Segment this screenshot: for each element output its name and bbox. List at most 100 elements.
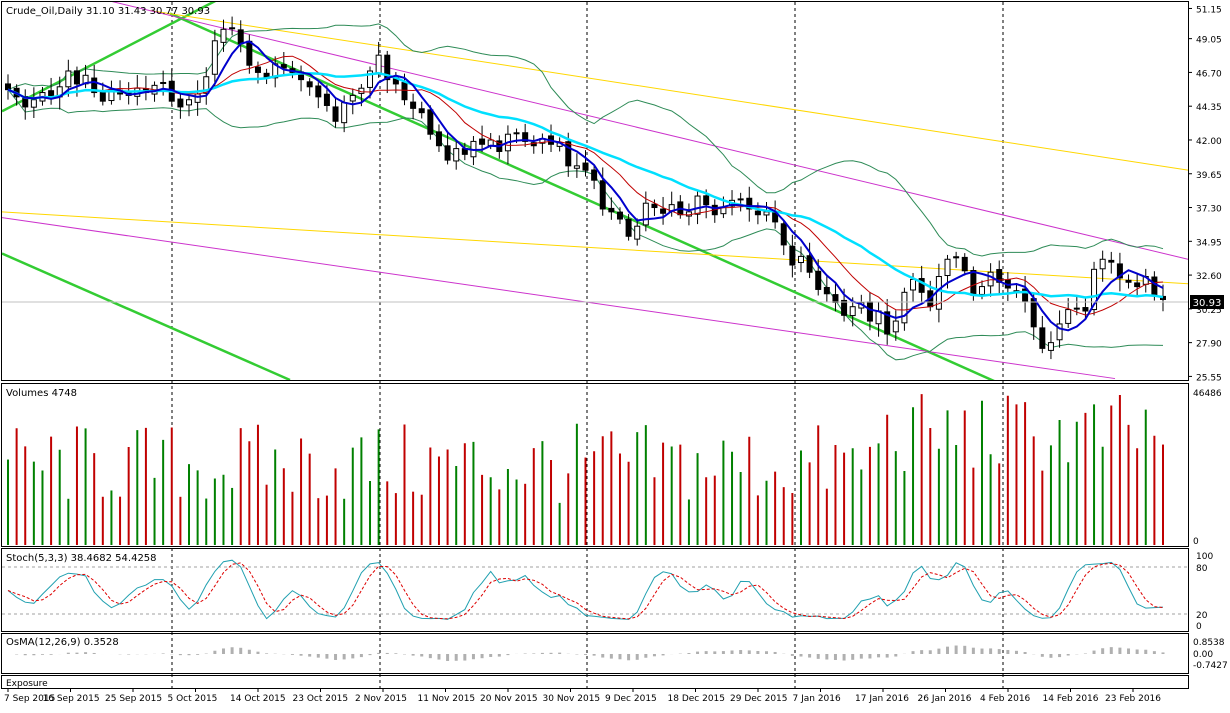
price-tick-label: 44.35 [1196, 103, 1222, 113]
price-tick-label: 37.30 [1196, 205, 1222, 215]
candle-body [746, 197, 753, 210]
exposure-panel-frame [1, 675, 1189, 689]
candle-body [573, 165, 580, 169]
trend-line-yellow-upper [149, 10, 1188, 171]
candle-body [599, 180, 606, 210]
candle-body [754, 210, 761, 216]
candle-body [625, 218, 632, 237]
candle-body [953, 256, 960, 259]
candle-body [160, 81, 167, 84]
candle-body [479, 138, 486, 145]
osma-panel-frame [1, 633, 1189, 674]
candle-body [634, 225, 641, 240]
date-tick-label: 29 Dec 2015 [730, 694, 788, 704]
bollinger-upper [7, 23, 1164, 257]
candle-body [961, 256, 968, 272]
date-tick-label: 25 Sep 2015 [105, 694, 162, 704]
price-tick-label: 42.00 [1196, 137, 1222, 147]
candle-body [91, 77, 98, 94]
date-tick-label: 20 Nov 2015 [480, 694, 538, 704]
candle-body [582, 162, 589, 171]
candle-body [1056, 323, 1063, 341]
candle-body [237, 29, 244, 45]
candle-body [401, 82, 408, 101]
candle-body [254, 66, 261, 73]
candle-body [203, 76, 210, 94]
candle-body [1065, 309, 1072, 324]
osma-label: OsMA(12,26,9) 0.3528 [6, 637, 119, 648]
candle-body [177, 98, 184, 108]
volume-label: Volumes 4748 [6, 388, 77, 399]
candle-body [73, 70, 80, 85]
volume-min-label: 0 [1193, 537, 1199, 547]
candle-body [315, 85, 322, 98]
stoch-tick-100: 100 [1196, 552, 1213, 562]
candle-body [789, 245, 796, 266]
candle-body [349, 94, 356, 102]
candle-body [616, 211, 623, 220]
candle-body [815, 270, 822, 290]
stochastic-lines [7, 559, 1164, 620]
candle-body [30, 99, 37, 108]
candle-body [1151, 276, 1158, 296]
candle-body [1091, 268, 1098, 311]
candle-body [703, 195, 710, 206]
date-tick-label: 23 Feb 2016 [1105, 694, 1161, 704]
moving-averages [7, 40, 1164, 332]
candle-body [978, 286, 985, 295]
date-tick-label: 23 Oct 2015 [293, 694, 349, 704]
trend-line-green-lower [2, 252, 291, 380]
price-tick-label: 39.65 [1196, 171, 1222, 181]
candle-body [306, 81, 313, 88]
candle-body [211, 40, 218, 75]
candle-body [487, 139, 494, 146]
stochastic-panel-frame [1, 548, 1189, 632]
candle-body [375, 54, 382, 74]
candle-body [694, 195, 701, 215]
date-tick-label: 5 Oct 2015 [168, 694, 218, 704]
candle-body [186, 99, 193, 106]
panel-frames [1, 1, 1189, 689]
candle-body [642, 202, 649, 226]
candle-body [1039, 327, 1046, 349]
candle-body [5, 83, 11, 91]
candle-body [884, 311, 891, 335]
date-tick-label: 17 Jan 2016 [855, 694, 909, 704]
candle-body [513, 132, 520, 135]
price-tick-label: 34.95 [1196, 238, 1222, 248]
candle-body [65, 70, 72, 88]
stoch-tick-20: 20 [1196, 611, 1208, 621]
candle-body [1022, 288, 1029, 302]
candle-body [944, 258, 951, 277]
candlesticks [5, 16, 1166, 360]
date-tick-label: 2 Nov 2015 [355, 694, 407, 704]
stoch-signal-line [7, 562, 1164, 620]
candle-body [444, 145, 451, 161]
date-tick-label: 14 Oct 2015 [230, 694, 286, 704]
price-tick-label: 32.60 [1196, 272, 1222, 282]
date-tick-label: 11 Nov 2015 [418, 694, 476, 704]
candle-body [849, 306, 856, 317]
candle-body [1125, 279, 1132, 283]
candle-body [892, 320, 899, 333]
candle-body [1099, 258, 1106, 270]
candle-body [797, 255, 804, 264]
candle-body [823, 286, 830, 295]
candle-body [685, 211, 692, 217]
candle-body [453, 148, 460, 162]
last-price-marker [1190, 295, 1224, 309]
candle-body [194, 93, 201, 103]
date-tick-label: 7 Jan 2016 [793, 694, 841, 704]
osma-tick-min: -0.7427 [1193, 661, 1228, 671]
candle-body [1108, 259, 1115, 263]
stoch-main-line [7, 559, 1164, 620]
candle-body [1030, 298, 1037, 328]
candle-body [246, 40, 253, 66]
candle-body [220, 28, 227, 43]
candle-body [1047, 342, 1054, 351]
period-separators [171, 2, 1004, 688]
candle-body [910, 278, 917, 291]
date-tick-label: 4 Feb 2016 [980, 694, 1031, 704]
